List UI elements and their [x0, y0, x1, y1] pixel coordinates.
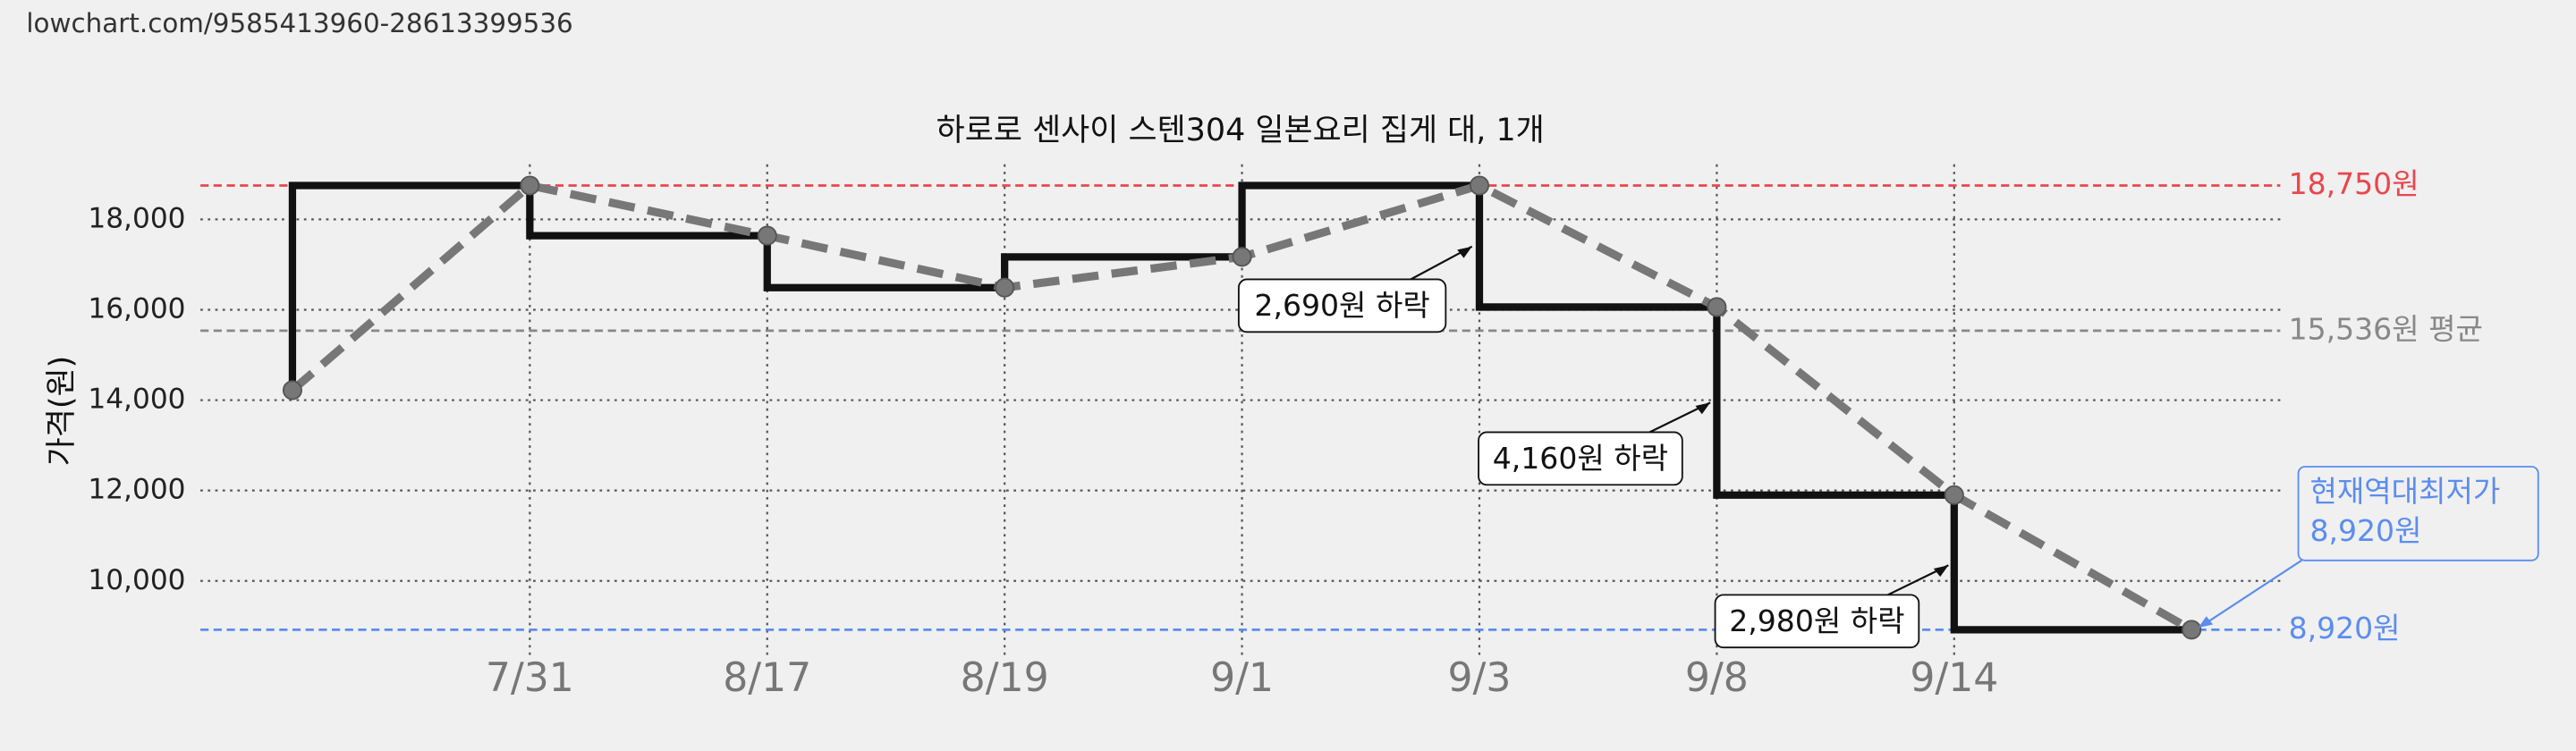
- y-tick-label: 14,000: [88, 384, 185, 416]
- point: [1232, 247, 1252, 267]
- annotation-text: 2,690원 하락: [1254, 288, 1429, 323]
- annotation-text: 2,980원 하락: [1729, 603, 1904, 638]
- point: [1944, 485, 1964, 505]
- annotation-value: 8,920원: [2309, 513, 2421, 548]
- annotation-box: [2297, 466, 2539, 561]
- point: [757, 225, 777, 246]
- annotation-box: [1237, 278, 1447, 333]
- y-tick-label: 18,000: [88, 202, 185, 234]
- x-tick-label: 7/31: [486, 655, 574, 701]
- annotation-arrow: [2200, 559, 2302, 628]
- source-url: lowchart.com/9585413960-28613399536: [26, 8, 572, 38]
- x-tick-label: 9/1: [1210, 655, 1274, 701]
- arrow-head: [1933, 565, 1949, 578]
- y-axis-label: 가격(원): [44, 356, 80, 467]
- y-tick-label: 12,000: [88, 474, 185, 506]
- y-tick-label: 10,000: [88, 564, 185, 596]
- annotation-box: [1478, 431, 1683, 486]
- point: [1707, 297, 1727, 317]
- x-tick-label: 8/17: [723, 655, 811, 701]
- arrow-head: [1695, 402, 1711, 415]
- x-tick-label: 8/19: [961, 655, 1049, 701]
- point: [282, 380, 302, 401]
- chart-title: 하로로 센사이 스텐304 일본요리 집게 대, 1개: [936, 113, 1545, 148]
- point: [520, 175, 540, 196]
- y-tick-label: 16,000: [88, 292, 185, 325]
- x-tick-label: 9/14: [1910, 655, 1998, 701]
- x-tick-label: 9/3: [1448, 655, 1512, 701]
- reference-label: 8,920원: [2289, 611, 2401, 646]
- arrow-head: [2198, 616, 2214, 629]
- point: [995, 277, 1015, 298]
- point: [1469, 175, 1489, 196]
- x-tick-label: 9/8: [1685, 655, 1749, 701]
- reference-label: 18,750원: [2289, 166, 2419, 201]
- annotation-box: [1714, 594, 1920, 649]
- arrow-head: [1457, 246, 1472, 258]
- annotation-text: 현재역대최저가: [2309, 474, 2500, 509]
- reference-label: 15,536원 평균: [2289, 311, 2483, 346]
- point: [2182, 620, 2202, 640]
- annotation-text: 4,160원 하락: [1493, 441, 1668, 476]
